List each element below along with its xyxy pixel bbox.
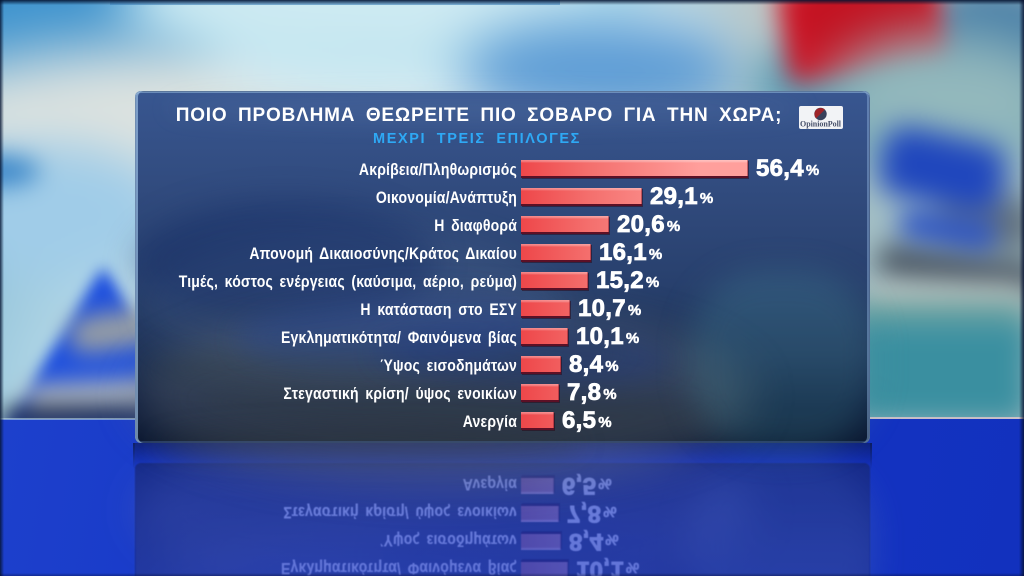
svg-text:OpinionPoll: OpinionPoll [800,120,842,129]
